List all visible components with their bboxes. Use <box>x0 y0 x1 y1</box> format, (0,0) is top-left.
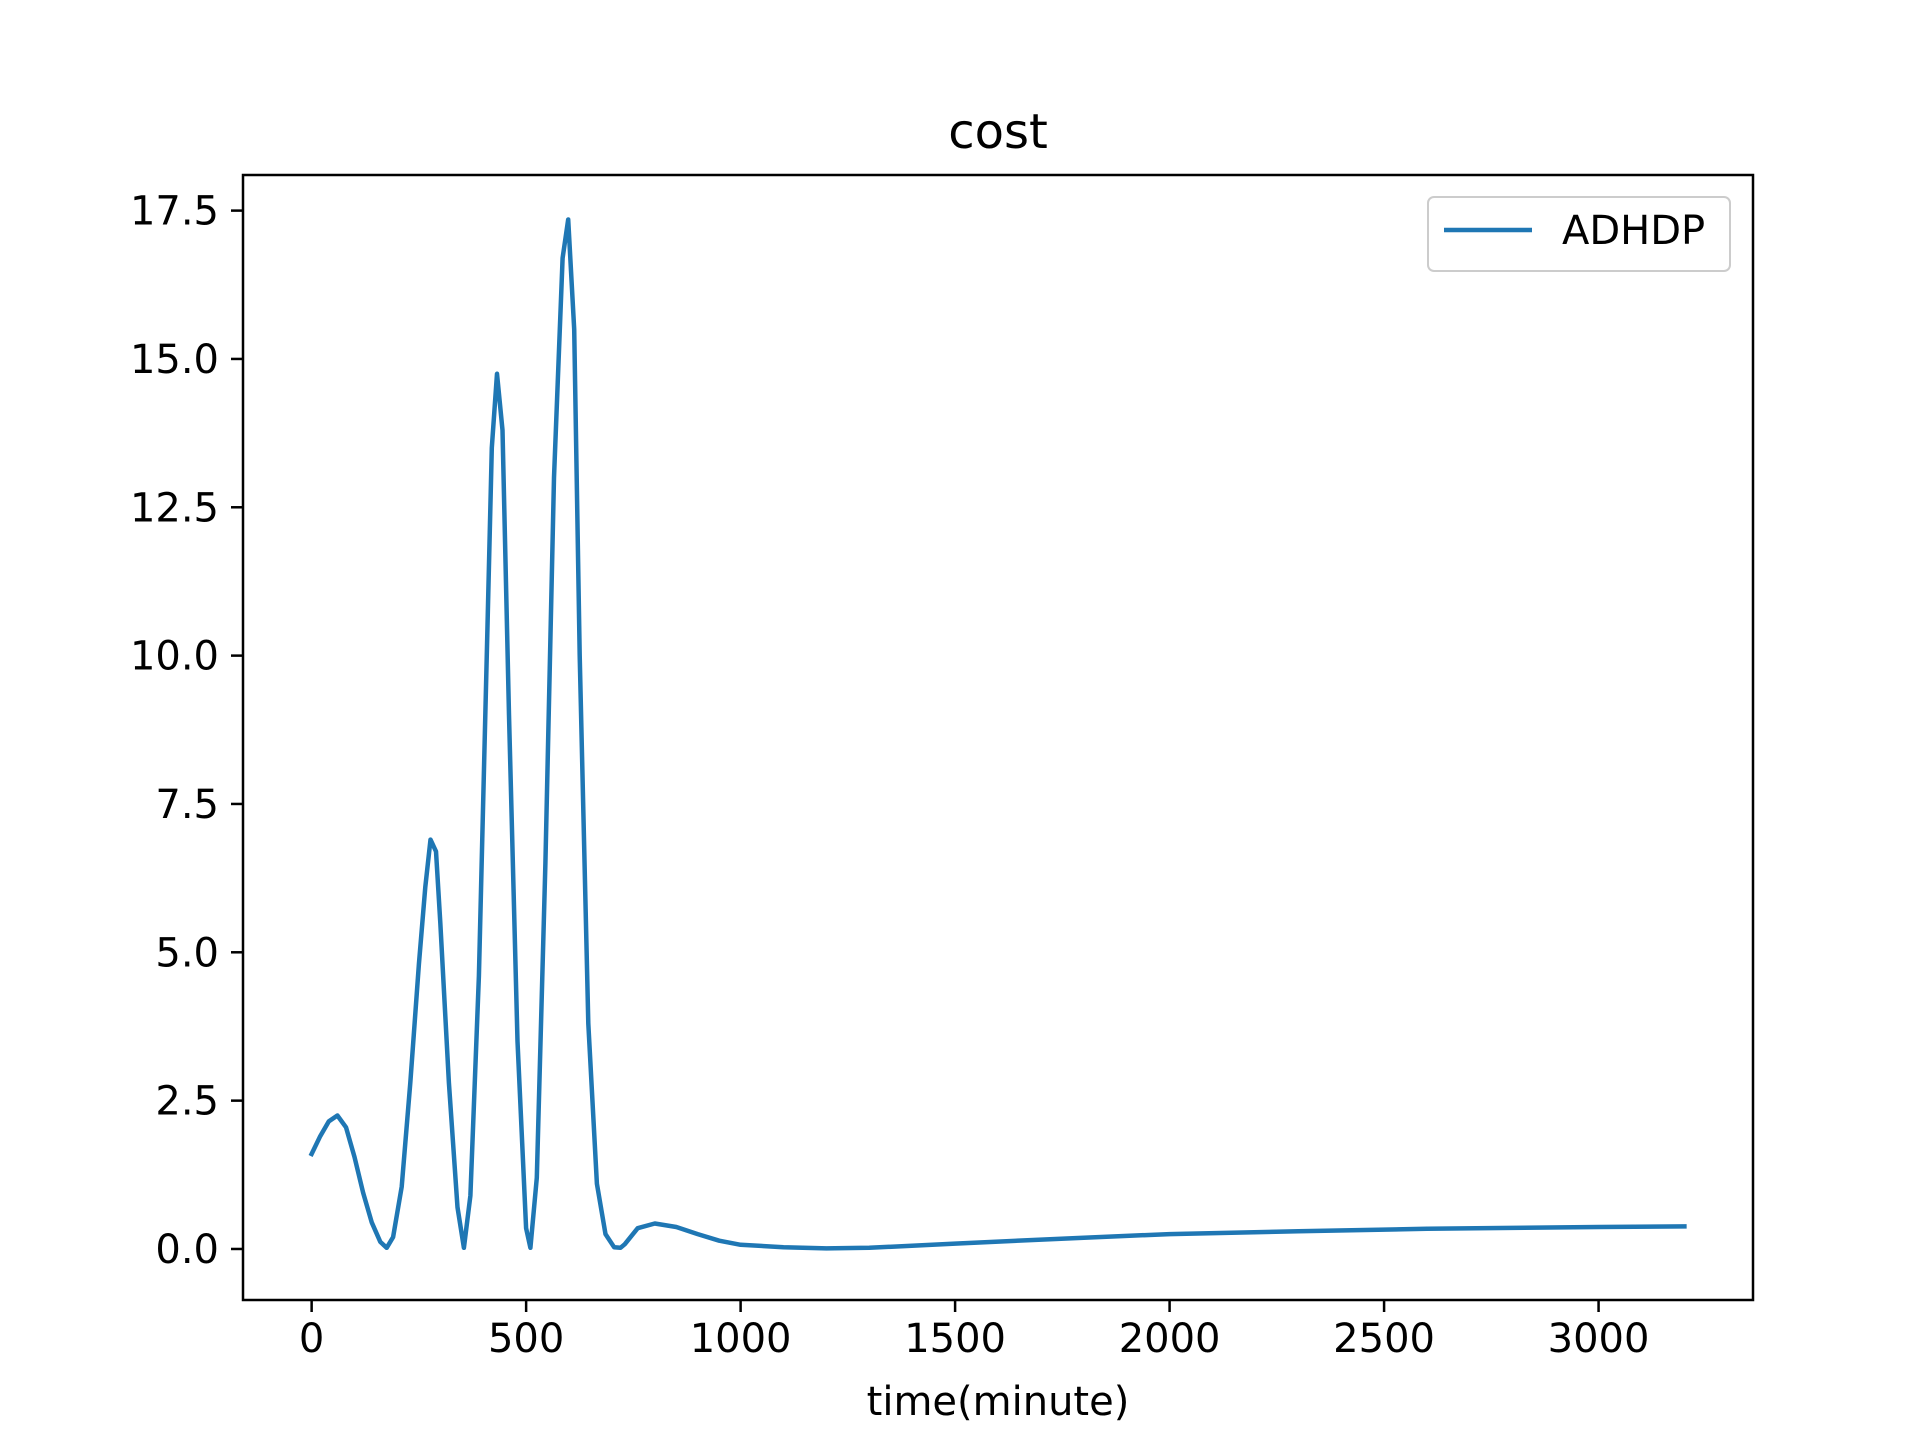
y-tick-label: 15.0 <box>130 337 219 383</box>
y-tick-label: 2.5 <box>155 1079 219 1125</box>
y-tick-label: 5.0 <box>155 930 219 976</box>
legend: ADHDP <box>1427 196 1731 272</box>
axes-frame <box>241 173 1755 1302</box>
y-tick-label: 12.5 <box>130 485 219 531</box>
x-axis-label: time(minute) <box>867 1379 1130 1425</box>
x-tick-label: 3000 <box>1548 1316 1650 1362</box>
chart-title: cost <box>948 104 1048 160</box>
axis-ticks: 0 500 1000 1500 2000 2500 3000 0.0 2.5 5.0 7.5 10.0… <box>130 189 1650 1362</box>
x-tick-label: 2500 <box>1333 1316 1435 1362</box>
y-tick-label: 0.0 <box>155 1227 219 1273</box>
legend-box <box>1427 196 1731 272</box>
x-tick-label: 2000 <box>1119 1316 1221 1362</box>
legend-label-adhdp: ADHDP <box>1562 208 1705 254</box>
y-tick-label: 7.5 <box>155 782 219 828</box>
series-line-adhdp <box>308 217 1687 1251</box>
x-tick-label: 1500 <box>904 1316 1006 1362</box>
x-tick-label: 1000 <box>690 1316 792 1362</box>
y-tick-label: 17.5 <box>130 189 219 235</box>
x-tick-label: 0 <box>299 1316 324 1362</box>
plot-area <box>308 217 1687 1251</box>
x-tick-label: 500 <box>488 1316 564 1362</box>
y-tick-label: 10.0 <box>130 634 219 680</box>
